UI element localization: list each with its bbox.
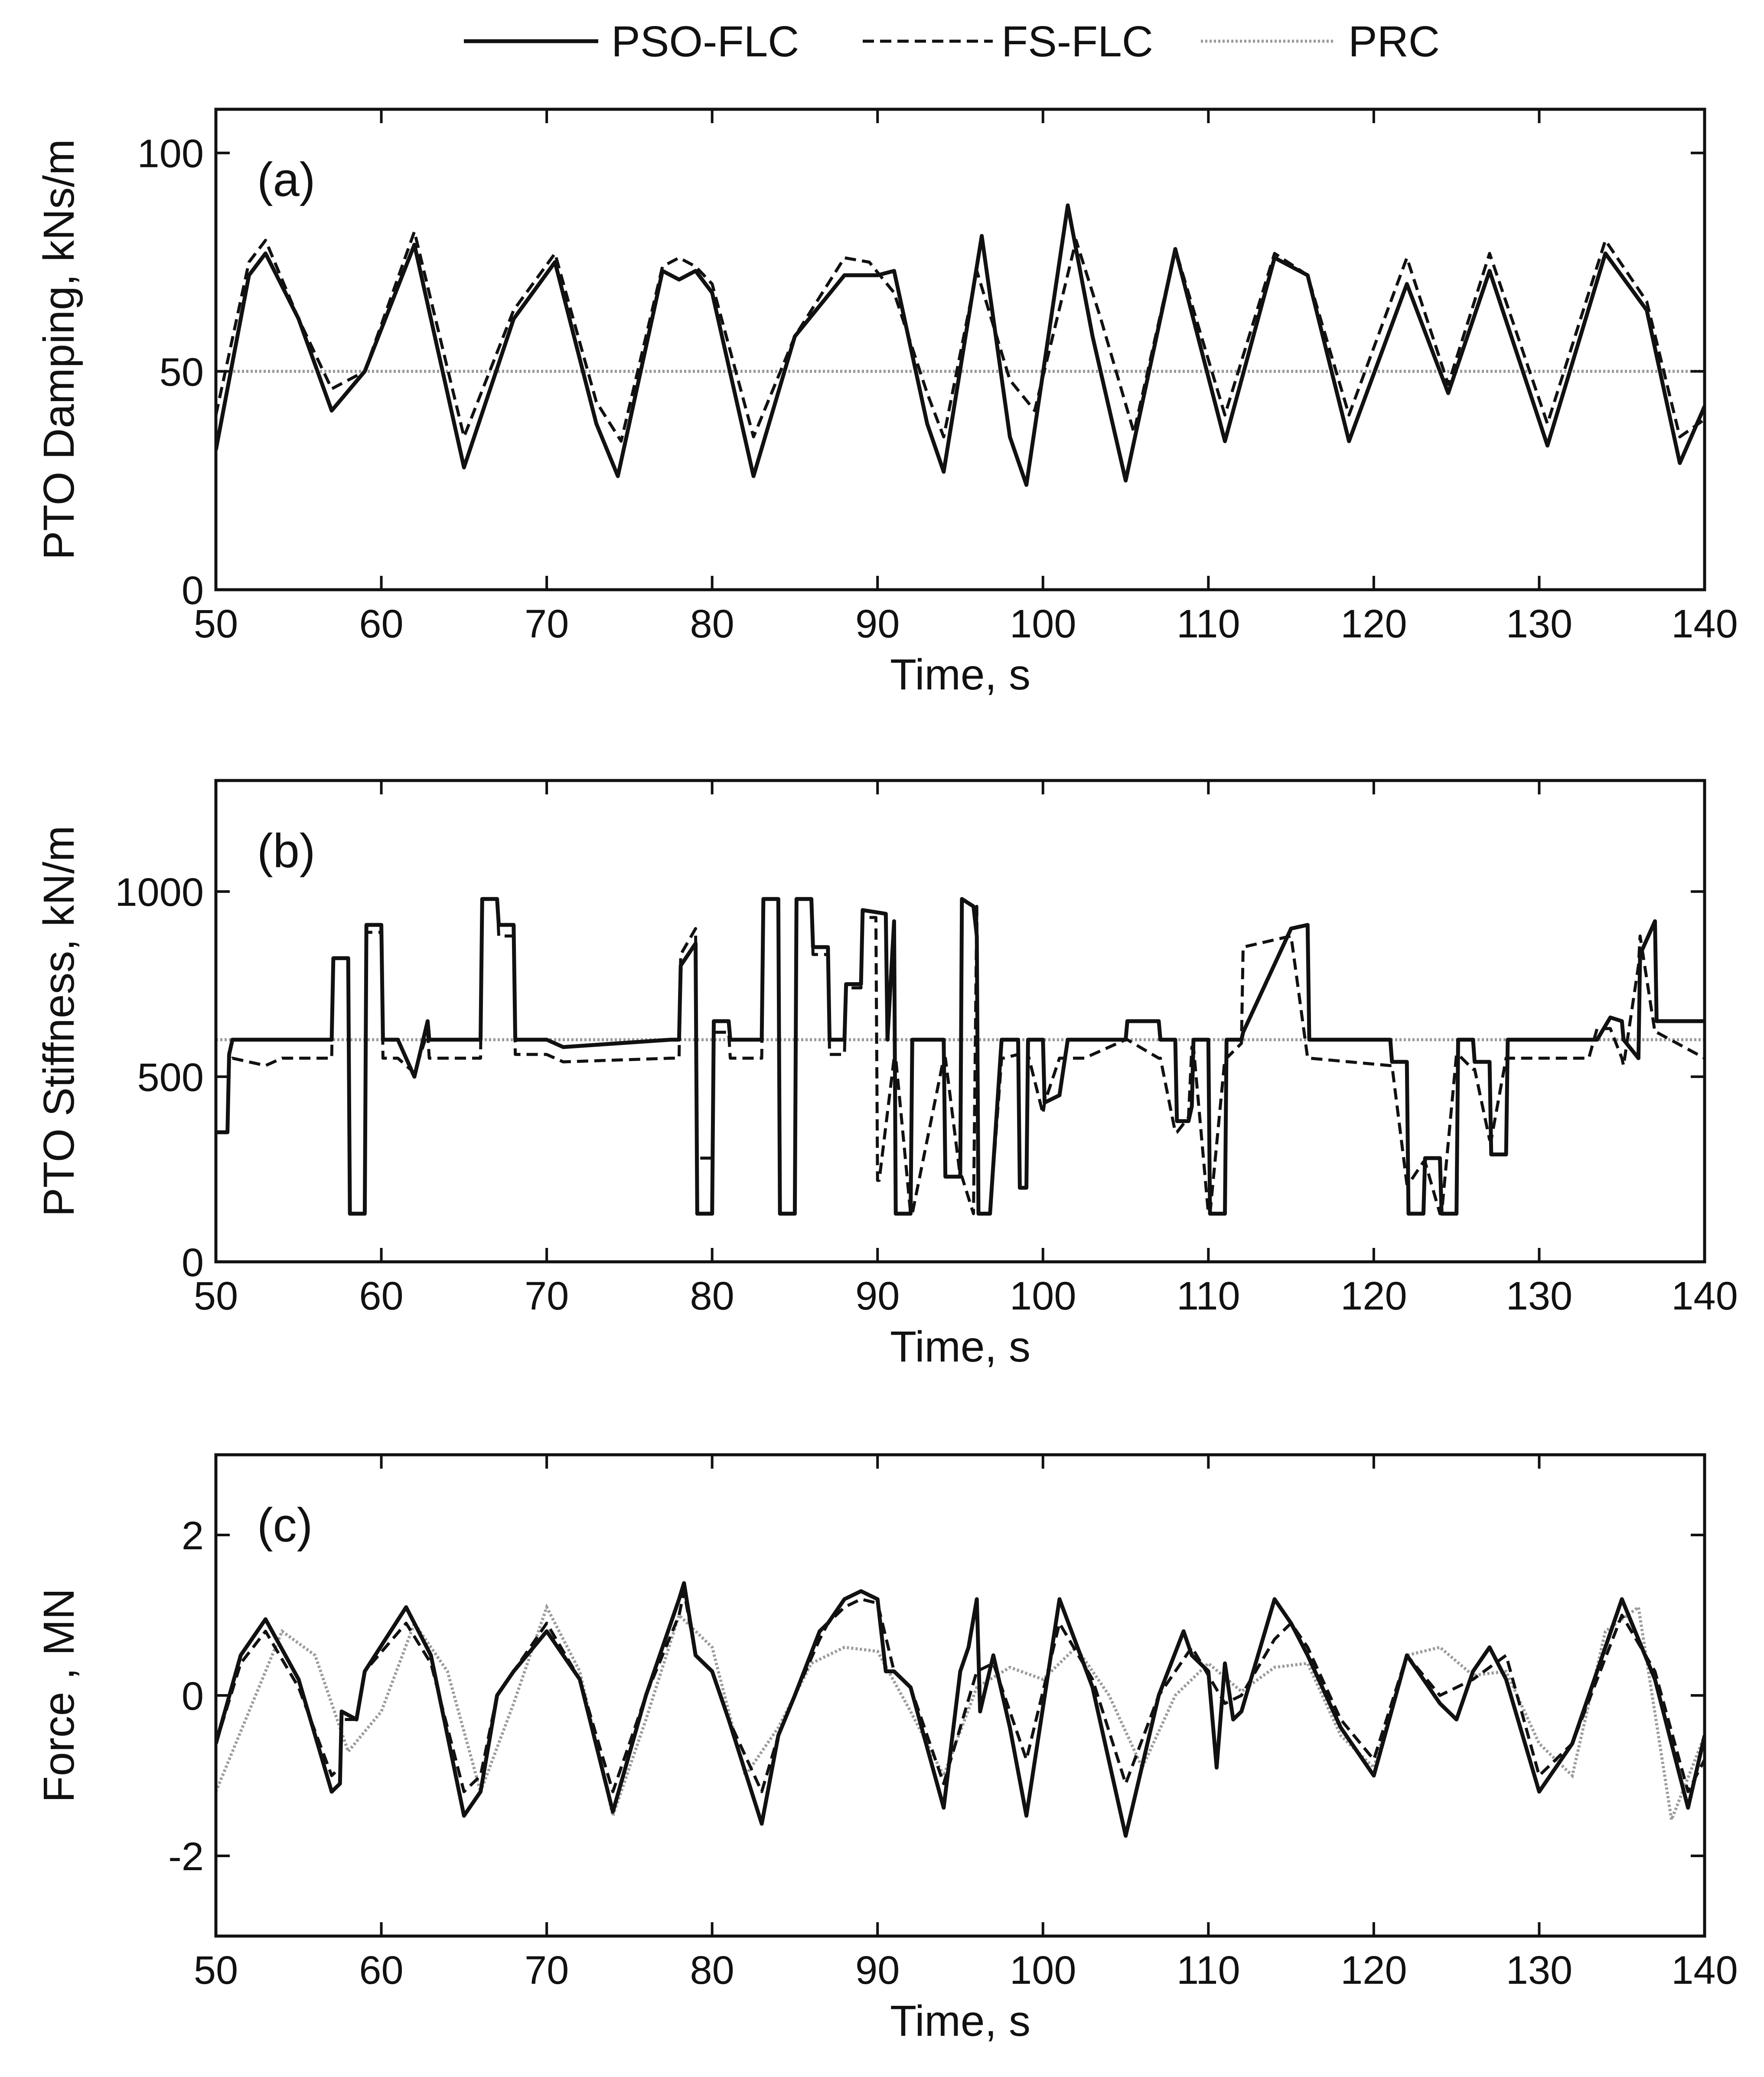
panel-b-xtick-label: 80	[690, 1274, 734, 1318]
panel-a-xtick-label: 70	[525, 602, 569, 646]
panel-b-xtick-label: 100	[1010, 1274, 1076, 1318]
legend: PSO-FLC FS-FLC PRC	[464, 17, 1440, 66]
panel-c-xtick-label: 110	[1177, 1948, 1240, 1992]
panel-c-axes	[214, 1453, 1706, 1938]
panel-c-series-pso-flc	[216, 1581, 1705, 1838]
panel-a-xtick-label: 110	[1177, 602, 1240, 646]
panel-b-xtick-label: 140	[1671, 1274, 1738, 1318]
panel-c-xtick-label: 100	[1010, 1948, 1076, 1992]
panel-b-xtick-label: 110	[1177, 1274, 1240, 1318]
panel-b-xtick-label: 50	[194, 1274, 238, 1318]
panel-b-ylabel: PTO Stiffness, kN/m	[35, 826, 83, 1217]
legend-label-fs: FS-FLC	[1001, 17, 1153, 66]
panel-b-label: (b)	[257, 824, 315, 878]
panel-c-ylabel: Force , MN	[35, 1588, 83, 1803]
panel-c-xtick-label: 90	[855, 1948, 900, 1992]
panel-b-ytick-label: 1000	[115, 870, 204, 914]
panel-a-xtick-label: 140	[1671, 602, 1738, 646]
panel-c-xtick-label: 140	[1671, 1948, 1738, 1992]
panel-a-xtick-label: 100	[1010, 602, 1076, 646]
panel-b-xlabel: Time, s	[890, 1323, 1030, 1371]
panel-c-series-prc	[216, 1603, 1705, 1826]
panel-a-ytick-label: 0	[182, 568, 204, 613]
panel-a-series-pso-flc	[216, 203, 1705, 487]
panel-c-ytick-label: 2	[182, 1514, 204, 1558]
panel-c-xtick-label: 130	[1506, 1948, 1573, 1992]
panel-a-axes	[214, 108, 1706, 591]
panel-b-xtick-label: 130	[1506, 1274, 1573, 1318]
panel-b-axes	[214, 779, 1706, 1264]
panel-b-xtick-label: 70	[525, 1274, 569, 1318]
panel-a-xtick-label: 60	[359, 602, 403, 646]
panel-b: 50 60 70 80 90 100 110 120 130 140 0 500 1000 (b) Ti…	[35, 779, 1738, 1371]
panel-a-xtick-label: 90	[855, 602, 900, 646]
panel-c-ticks: 50 60 70 80 90 100 110 120 130 140 -2 0 2	[168, 1455, 1738, 1992]
panel-b-series-pso-flc	[216, 897, 1705, 1216]
panel-b-xtick-label: 120	[1340, 1274, 1407, 1318]
panel-a-ylabel: PTO Damping, kNs/m	[35, 139, 83, 560]
legend-label-prc: PRC	[1348, 17, 1440, 66]
panel-a-xtick-label: 120	[1340, 602, 1407, 646]
panel-c-ytick-label: 0	[182, 1674, 204, 1718]
panel-a-label: (a)	[257, 153, 315, 206]
panel-a-series	[216, 203, 1705, 487]
panel-b-series	[216, 897, 1705, 1216]
panel-c-ytick-label: -2	[168, 1835, 204, 1879]
panel-c-xtick-label: 70	[525, 1948, 569, 1992]
panel-a-series-fs-flc	[216, 230, 1705, 443]
legend-label-pso: PSO-FLC	[611, 17, 799, 66]
panel-b-xtick-label: 90	[855, 1274, 900, 1318]
panel-c-xtick-label: 120	[1340, 1948, 1407, 1992]
panel-b-ticks: 50 60 70 80 90 100 110 120 130 140 0 500 1000	[115, 781, 1738, 1318]
panel-a-ytick-label: 50	[160, 350, 204, 394]
panel-b-xtick-label: 60	[359, 1274, 403, 1318]
panel-a-ytick-label: 100	[137, 132, 204, 176]
panel-a-xtick-label: 130	[1506, 602, 1573, 646]
panel-c-xlabel: Time, s	[890, 1997, 1030, 2045]
panel-c-xtick-label: 60	[359, 1948, 403, 1992]
panel-c-xtick-label: 50	[194, 1948, 238, 1992]
panel-c: 50 60 70 80 90 100 110 120 130 140 -2 0 2 (c) Time, …	[35, 1453, 1738, 2045]
panel-a-xtick-label: 50	[194, 602, 238, 646]
panel-a-xlabel: Time, s	[890, 650, 1030, 699]
panel-b-ytick-label: 500	[137, 1055, 204, 1100]
panel-c-series	[216, 1581, 1705, 1838]
panel-a-xtick-label: 80	[690, 602, 734, 646]
panel-c-label: (c)	[257, 1499, 313, 1552]
panel-b-ytick-label: 0	[182, 1241, 204, 1285]
panel-c-xtick-label: 80	[690, 1948, 734, 1992]
